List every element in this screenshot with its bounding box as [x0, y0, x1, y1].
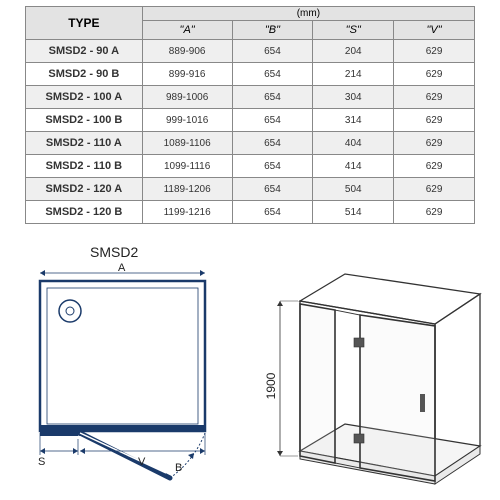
table-row: SMSD2 - 110 B1099-1116654414629	[26, 155, 475, 178]
technical-drawings: SMSD2 BASV 1900	[10, 248, 490, 498]
cell-value: 899-916	[142, 63, 232, 86]
cell-value: 989-1006	[142, 86, 232, 109]
cell-value: 214	[313, 63, 394, 86]
drawing-title: SMSD2	[90, 244, 138, 260]
svg-text:V: V	[138, 456, 146, 468]
cell-value: 1099-1116	[142, 155, 232, 178]
svg-text:1900: 1900	[264, 372, 278, 399]
cell-value: 504	[313, 178, 394, 201]
cell-value: 629	[394, 132, 475, 155]
cell-value: 654	[232, 201, 313, 224]
header-type: TYPE	[26, 7, 143, 40]
cell-value: 204	[313, 40, 394, 63]
cell-value: 1189-1206	[142, 178, 232, 201]
table-row: SMSD2 - 120 A1189-1206654504629	[26, 178, 475, 201]
cell-value: 629	[394, 40, 475, 63]
cell-value: 654	[232, 178, 313, 201]
svg-text:S: S	[38, 456, 45, 468]
table-row: SMSD2 - 100 B999-1016654314629	[26, 109, 475, 132]
header-col-v: "V"	[394, 21, 475, 40]
header-unit: (mm)	[142, 7, 474, 21]
cell-value: 314	[313, 109, 394, 132]
cell-value: 514	[313, 201, 394, 224]
cell-type: SMSD2 - 120 B	[26, 201, 143, 224]
cell-type: SMSD2 - 90 A	[26, 40, 143, 63]
cell-value: 629	[394, 109, 475, 132]
cell-value: 654	[232, 109, 313, 132]
cell-value: 414	[313, 155, 394, 178]
iso-view-drawing: 1900	[235, 256, 490, 491]
cell-value: 999-1016	[142, 109, 232, 132]
cell-value: 629	[394, 178, 475, 201]
cell-value: 1199-1216	[142, 201, 232, 224]
cell-value: 1089-1106	[142, 132, 232, 155]
svg-text:A: A	[118, 263, 126, 274]
dimension-table-wrap: TYPE (mm) "A" "B" "S" "V" SMSD2 - 90 A88…	[25, 6, 475, 224]
cell-value: 629	[394, 201, 475, 224]
cell-type: SMSD2 - 110 A	[26, 132, 143, 155]
table-row: SMSD2 - 90 A889-906654204629	[26, 40, 475, 63]
dimension-table: TYPE (mm) "A" "B" "S" "V" SMSD2 - 90 A88…	[25, 6, 475, 224]
cell-value: 654	[232, 86, 313, 109]
table-row: SMSD2 - 110 A1089-1106654404629	[26, 132, 475, 155]
cell-type: SMSD2 - 110 B	[26, 155, 143, 178]
cell-type: SMSD2 - 120 A	[26, 178, 143, 201]
cell-value: 889-906	[142, 40, 232, 63]
cell-value: 654	[232, 155, 313, 178]
cell-value: 629	[394, 63, 475, 86]
table-row: SMSD2 - 90 B899-916654214629	[26, 63, 475, 86]
svg-text:B: B	[175, 462, 182, 474]
cell-value: 404	[313, 132, 394, 155]
header-col-b: "B"	[232, 21, 313, 40]
header-col-a: "A"	[142, 21, 232, 40]
cell-value: 629	[394, 86, 475, 109]
plan-view-drawing: B A S V	[20, 263, 235, 488]
cell-type: SMSD2 - 90 B	[26, 63, 143, 86]
header-col-s: "S"	[313, 21, 394, 40]
cell-value: 654	[232, 132, 313, 155]
cell-value: 654	[232, 40, 313, 63]
table-row: SMSD2 - 120 B1199-1216654514629	[26, 201, 475, 224]
cell-type: SMSD2 - 100 B	[26, 109, 143, 132]
table-row: SMSD2 - 100 A989-1006654304629	[26, 86, 475, 109]
cell-value: 654	[232, 63, 313, 86]
cell-value: 304	[313, 86, 394, 109]
cell-type: SMSD2 - 100 A	[26, 86, 143, 109]
cell-value: 629	[394, 155, 475, 178]
